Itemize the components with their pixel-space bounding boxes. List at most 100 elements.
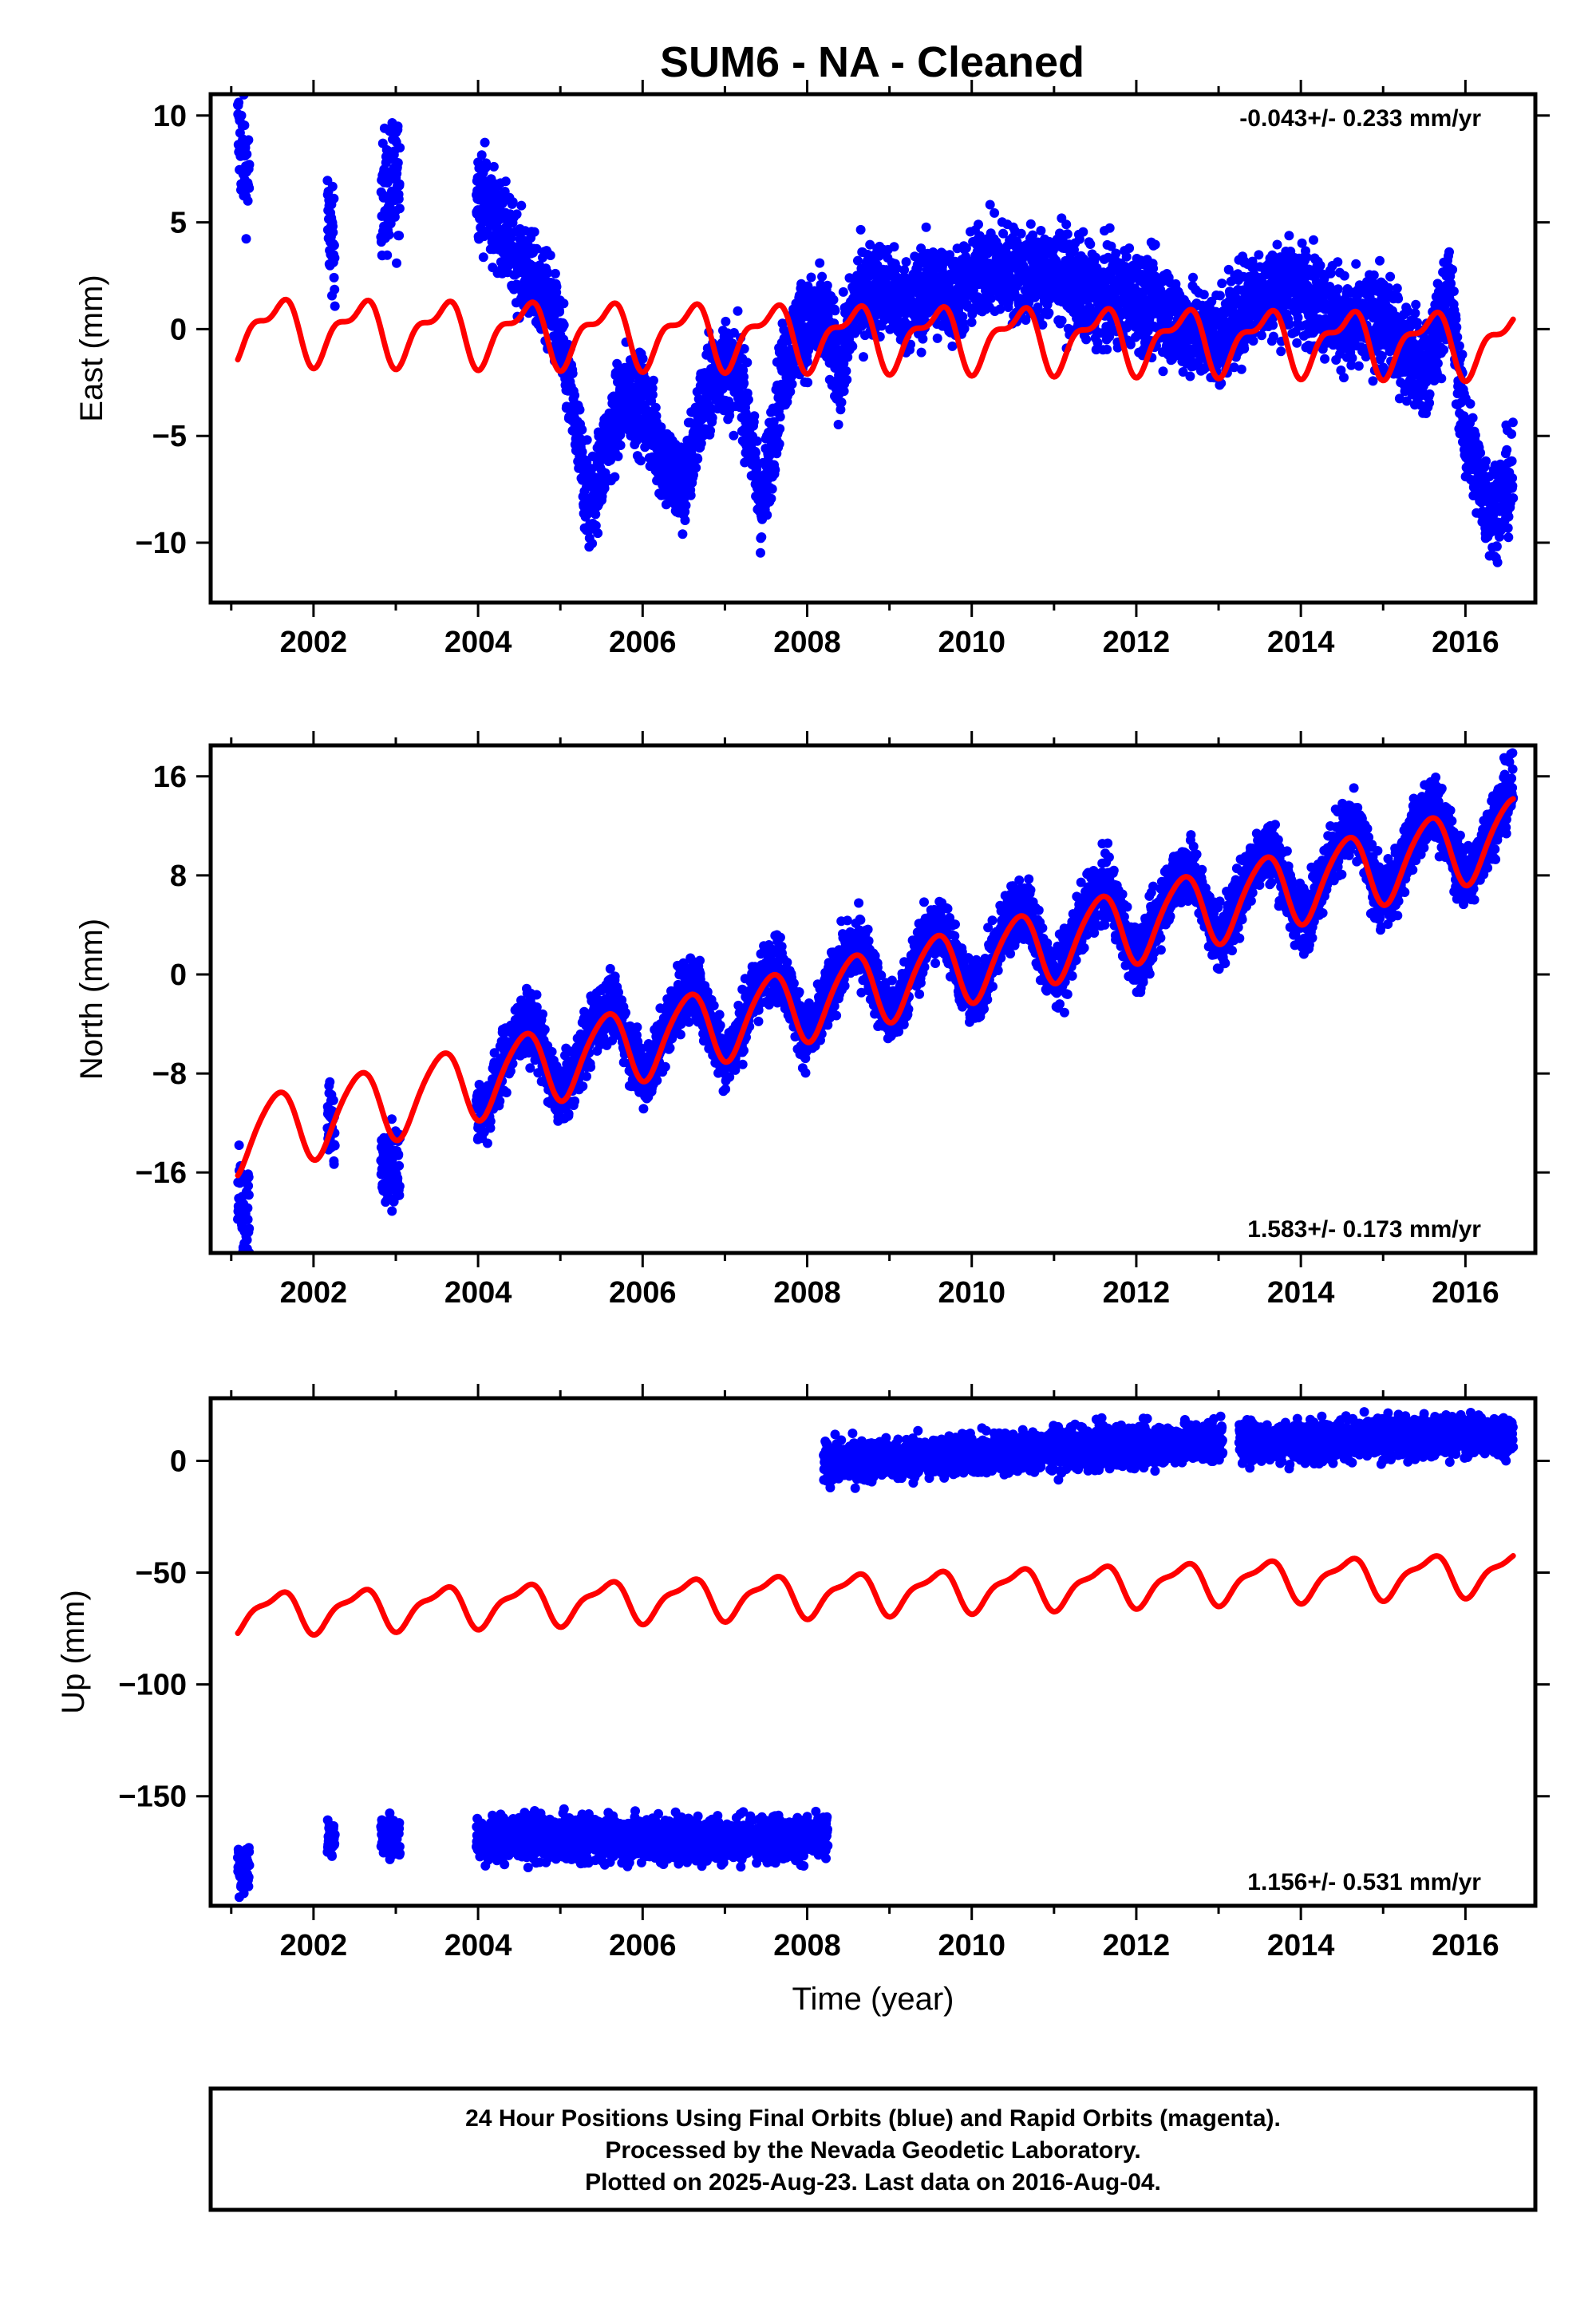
- east-data-point: [1037, 320, 1048, 330]
- east-data-point: [1436, 373, 1447, 384]
- east-data-point: [382, 250, 393, 260]
- east-data-point: [543, 268, 553, 278]
- east-data-point: [551, 282, 562, 292]
- east-data-point: [1368, 376, 1378, 386]
- east-data-point: [1268, 320, 1278, 330]
- east-data-point: [567, 369, 578, 378]
- east-data-point: [998, 228, 1009, 239]
- east-data-point: [1446, 279, 1456, 289]
- east-data-point: [330, 301, 340, 311]
- east-data-point: [582, 435, 592, 445]
- east-data-point: [591, 509, 601, 520]
- east-data-point: [918, 334, 928, 344]
- east-data-point: [647, 389, 658, 400]
- east-data-point: [395, 143, 405, 153]
- east-data-point: [729, 328, 739, 338]
- east-data-point: [1254, 250, 1264, 260]
- east-data-point: [1171, 279, 1181, 289]
- east-data-point: [587, 539, 598, 548]
- east-data-point: [721, 316, 731, 326]
- east-data-point: [591, 520, 601, 531]
- east-data-point: [774, 439, 784, 449]
- east-data-point: [787, 379, 797, 389]
- east-data-point: [1347, 353, 1357, 363]
- east-data-point: [1219, 309, 1230, 319]
- east-data-point: [1325, 268, 1336, 279]
- east-data-point: [1403, 306, 1413, 317]
- east-data-point: [815, 258, 825, 268]
- east-data-point: [1236, 364, 1246, 374]
- east-data-point: [1199, 290, 1209, 300]
- east-data-point: [394, 204, 405, 214]
- east-data-point: [1448, 287, 1459, 296]
- east-data-point: [847, 342, 858, 351]
- east-data-point: [243, 196, 253, 206]
- east-data-point: [329, 240, 339, 251]
- east-data-point: [1452, 322, 1462, 333]
- east-data-point: [1292, 338, 1302, 348]
- east-data-point: [775, 412, 785, 422]
- east-data-point: [1025, 219, 1036, 229]
- east-data-point: [1104, 223, 1115, 233]
- east-data-point: [1081, 334, 1092, 345]
- east-data-point: [1392, 283, 1402, 294]
- east-data-point: [1248, 336, 1258, 346]
- east-data-point: [921, 222, 931, 232]
- east-data-point: [859, 352, 868, 362]
- east-data-point: [1112, 342, 1123, 353]
- east-data-point: [531, 243, 542, 254]
- east-data-point: [853, 255, 863, 266]
- east-data-point: [1315, 260, 1325, 271]
- east-data-point: [638, 354, 648, 364]
- east-data-point: [478, 252, 488, 263]
- east-data-point: [1257, 330, 1266, 341]
- east-data-point: [767, 484, 777, 494]
- east-data-point: [1339, 271, 1349, 281]
- east-data-point: [865, 239, 875, 250]
- east-data-point: [1290, 326, 1301, 337]
- east-data-point: [1393, 294, 1404, 304]
- east-data-point: [945, 250, 955, 260]
- east-data-point: [932, 333, 942, 343]
- east-data-point: [689, 470, 698, 480]
- east-data-point: [1412, 318, 1422, 328]
- east-data-point: [508, 197, 518, 207]
- east-data-point: [1062, 229, 1073, 239]
- east-data-point: [1085, 239, 1096, 249]
- east-data-point: [1333, 284, 1343, 294]
- east-data-point: [1375, 255, 1385, 266]
- east-data-point: [828, 294, 839, 305]
- east-data-point: [1297, 238, 1307, 248]
- east-data-point: [990, 207, 1000, 218]
- east-data-point: [393, 121, 403, 132]
- east-data-point: [749, 411, 760, 421]
- east-data-point: [327, 181, 338, 192]
- east-data-point: [724, 397, 734, 406]
- east-data-point: [550, 268, 560, 279]
- east-data-point: [693, 454, 703, 464]
- east-data-point: [1188, 272, 1198, 283]
- east-data-point: [959, 323, 970, 334]
- east-data-point: [1424, 398, 1435, 409]
- east-data-point: [995, 304, 1005, 314]
- east-data-point: [529, 227, 539, 237]
- east-data-point: [1125, 339, 1136, 350]
- east-data-point: [1351, 259, 1361, 269]
- east-data-point: [1369, 270, 1379, 280]
- east-data-point: [817, 271, 828, 282]
- east-data-point: [1451, 314, 1461, 324]
- east-data-point: [1439, 345, 1449, 355]
- east-data-point: [1309, 235, 1318, 245]
- east-data-point: [750, 448, 760, 458]
- east-data-point: [480, 137, 490, 148]
- east-data-point: [575, 405, 585, 415]
- east-data-point: [1124, 243, 1135, 253]
- east-data-point: [1336, 366, 1346, 375]
- east-data-point: [234, 97, 244, 108]
- east-data-point: [899, 265, 910, 275]
- east-data-point: [1401, 396, 1412, 406]
- east-data-point: [766, 493, 776, 504]
- east-data-point: [500, 176, 511, 187]
- east-data-point: [916, 347, 926, 358]
